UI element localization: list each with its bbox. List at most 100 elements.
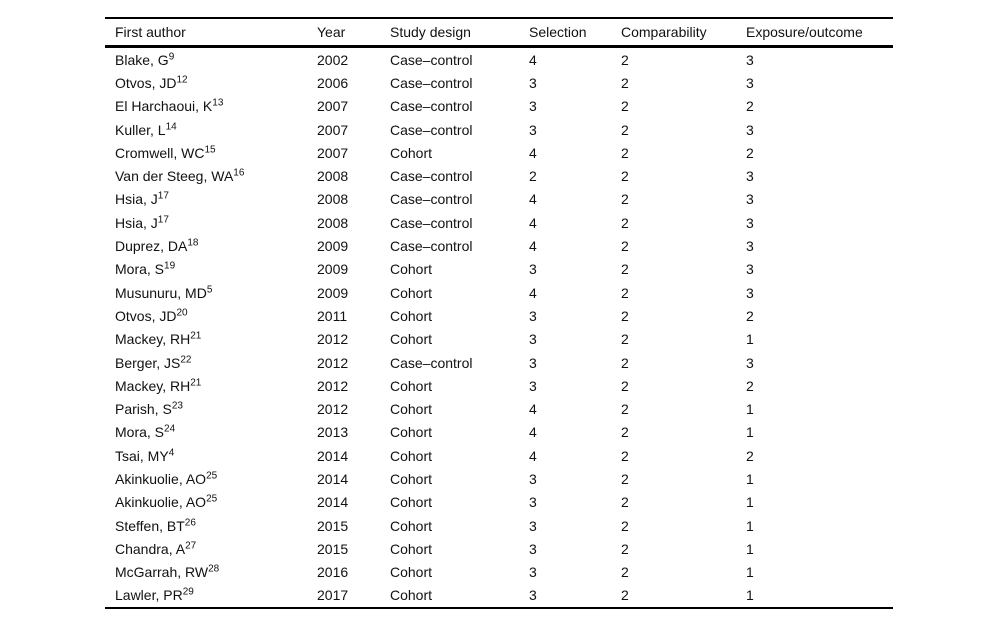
reference-superscript: 21 [190, 377, 202, 389]
reference-superscript: 19 [164, 260, 176, 272]
reference-superscript: 16 [233, 167, 245, 179]
study-design-cell: Cohort [390, 284, 433, 301]
table-row: Akinkuolie, AO25 2014 Cohort 3 2 1 [105, 467, 893, 490]
comparability-cell: 2 [621, 331, 629, 348]
year-cell: 2014 [317, 494, 349, 511]
author-cell: Cromwell, WC15 [105, 141, 317, 164]
comparability-cell: 2 [621, 540, 629, 557]
author-name: Berger, JS [115, 354, 181, 371]
study-design-cell: Cohort [390, 494, 433, 511]
selection-cell: 3 [529, 261, 537, 278]
selection-cell: 3 [529, 517, 537, 534]
exposure-outcome-cell: 3 [746, 284, 754, 301]
col-header-exposure-outcome: Exposure/outcome [746, 18, 893, 48]
author-cell: Berger, JS22 [105, 351, 317, 374]
author-cell: Akinkuolie, AO25 [105, 467, 317, 490]
comparability-cell: 2 [621, 214, 629, 231]
table-row: Cromwell, WC15 2007 Cohort 4 2 2 [105, 141, 893, 164]
author-name: El Harchaoui, K [115, 98, 213, 115]
comparability-cell: 2 [621, 401, 629, 418]
table-row: Akinkuolie, AO25 2014 Cohort 3 2 1 [105, 491, 893, 514]
comparability-cell: 2 [621, 191, 629, 208]
study-design-cell: Case–control [390, 168, 473, 185]
table-row: Parish, S23 2012 Cohort 4 2 1 [105, 397, 893, 420]
author-name: Akinkuolie, AO [115, 470, 207, 487]
exposure-outcome-cell: 3 [746, 261, 754, 278]
year-cell: 2011 [317, 307, 348, 324]
author-cell: Parish, S23 [105, 397, 317, 420]
exposure-outcome-cell: 3 [746, 354, 754, 371]
table-row: Lawler, PR29 2017 Cohort 3 2 1 [105, 584, 893, 608]
comparability-cell: 2 [621, 424, 629, 441]
reference-superscript: 13 [212, 97, 224, 109]
reference-superscript: 14 [165, 120, 177, 132]
reference-superscript: 22 [180, 353, 192, 365]
table-row: Musunuru, MD5 2009 Cohort 4 2 3 [105, 281, 893, 304]
author-cell: McGarrah, RW28 [105, 561, 317, 584]
author-name: Mackey, RH [115, 331, 191, 348]
year-cell: 2013 [317, 424, 349, 441]
year-cell: 2008 [317, 168, 349, 185]
study-design-cell: Cohort [390, 401, 433, 418]
comparability-cell: 2 [621, 51, 629, 68]
year-cell: 2008 [317, 214, 349, 231]
author-cell: Kuller, L14 [105, 118, 317, 141]
study-design-cell: Cohort [390, 331, 433, 348]
selection-cell: 4 [529, 144, 537, 161]
year-cell: 2014 [317, 470, 349, 487]
exposure-outcome-cell: 1 [746, 401, 754, 418]
comparability-cell: 2 [621, 354, 629, 371]
author-cell: Otvos, JD20 [105, 304, 317, 327]
selection-cell: 4 [529, 401, 537, 418]
selection-cell: 3 [529, 354, 537, 371]
exposure-outcome-cell: 3 [746, 191, 754, 208]
reference-superscript: 26 [184, 516, 196, 528]
selection-cell: 4 [529, 238, 537, 255]
study-design-cell: Cohort [390, 517, 433, 534]
study-design-cell: Cohort [390, 447, 433, 464]
table-row: Hsia, J17 2008 Case–control 4 2 3 [105, 188, 893, 211]
table-row: Kuller, L14 2007 Case–control 3 2 3 [105, 118, 893, 141]
reference-superscript: 9 [168, 50, 175, 62]
author-name: Blake, G [115, 51, 169, 68]
author-name: Mora, S [115, 261, 165, 278]
table-row: Hsia, J17 2008 Case–control 4 2 3 [105, 211, 893, 234]
author-cell: Mora, S19 [105, 258, 317, 281]
exposure-outcome-cell: 1 [746, 587, 754, 604]
author-cell: Tsai, MY4 [105, 444, 317, 467]
study-design-cell: Cohort [390, 377, 433, 394]
table-row: Blake, G9 2002 Case–control 4 2 3 [105, 47, 893, 72]
study-design-cell: Case–control [390, 98, 473, 115]
author-name: Mackey, RH [115, 377, 191, 394]
selection-cell: 4 [529, 424, 537, 441]
exposure-outcome-cell: 3 [746, 51, 754, 68]
study-design-cell: Cohort [390, 470, 433, 487]
col-header-comparability: Comparability [621, 18, 746, 48]
comparability-cell: 2 [621, 564, 629, 581]
table-row: Steffen, BT26 2015 Cohort 3 2 1 [105, 514, 893, 537]
study-design-cell: Cohort [390, 424, 433, 441]
author-name: Hsia, J [115, 214, 158, 231]
author-name: Cromwell, WC [115, 144, 205, 161]
author-cell: Mackey, RH21 [105, 374, 317, 397]
selection-cell: 3 [529, 540, 537, 557]
author-cell: Musunuru, MD5 [105, 281, 317, 304]
year-cell: 2016 [317, 564, 349, 581]
exposure-outcome-cell: 2 [746, 447, 754, 464]
year-cell: 2015 [317, 540, 349, 557]
table-body: Blake, G9 2002 Case–control 4 2 3 Otvos,… [105, 47, 893, 609]
reference-superscript: 4 [168, 447, 175, 459]
col-header-year: Year [317, 18, 390, 48]
table-row: El Harchaoui, K13 2007 Case–control 3 2 … [105, 95, 893, 118]
author-name: Tsai, MY [115, 447, 169, 464]
study-design-cell: Case–control [390, 191, 473, 208]
selection-cell: 3 [529, 470, 537, 487]
exposure-outcome-cell: 1 [746, 424, 754, 441]
reference-superscript: 5 [206, 283, 213, 295]
author-cell: Chandra, A27 [105, 537, 317, 560]
exposure-outcome-cell: 2 [746, 144, 754, 161]
exposure-outcome-cell: 2 [746, 98, 754, 115]
year-cell: 2007 [317, 98, 349, 115]
year-cell: 2015 [317, 517, 349, 534]
reference-superscript: 27 [185, 540, 197, 552]
